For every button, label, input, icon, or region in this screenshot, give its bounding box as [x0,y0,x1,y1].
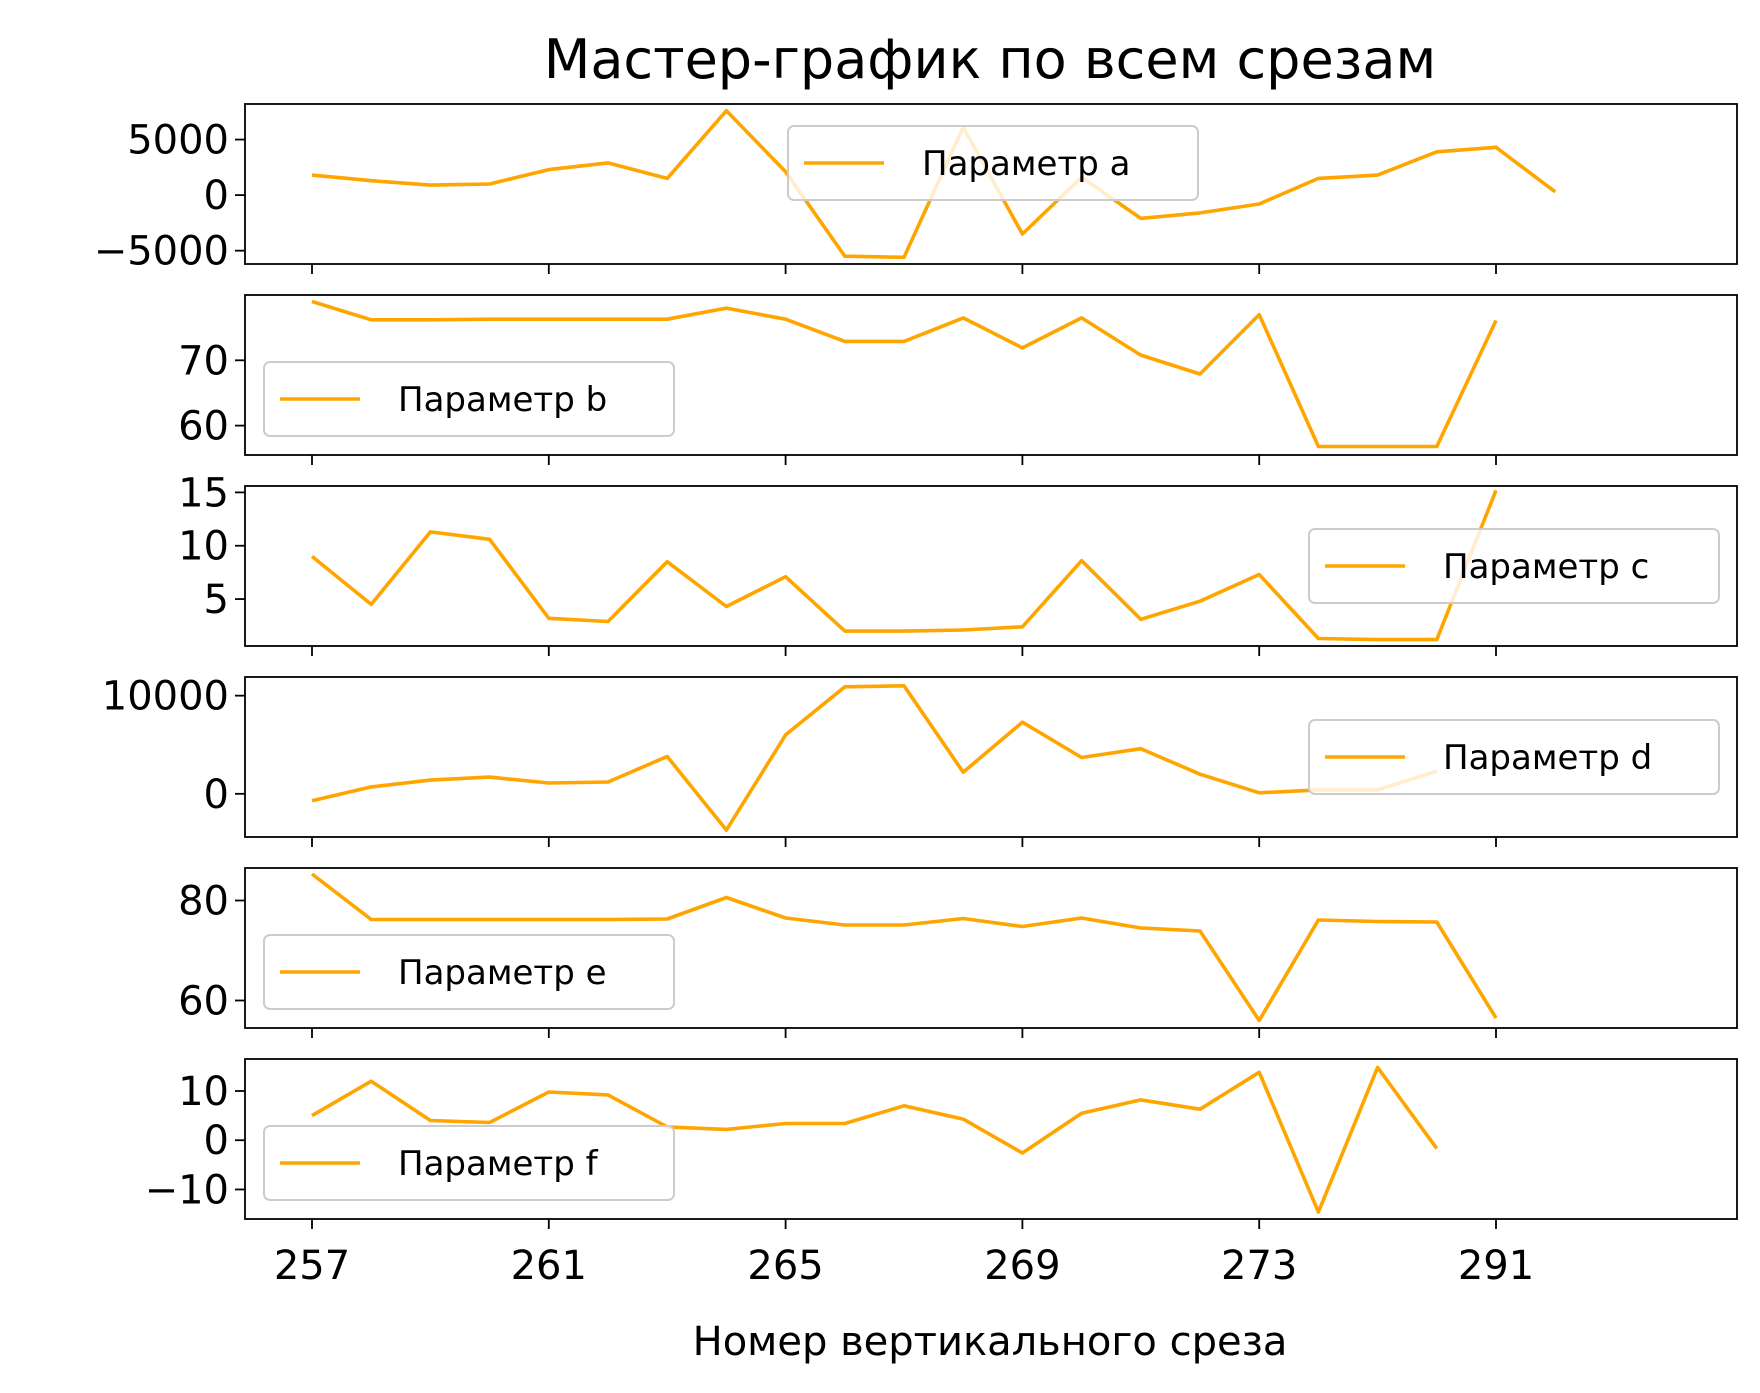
legend: Параметр f [263,1125,675,1201]
x-tick-label: 273 [1221,1243,1297,1289]
panel-2: 60 70 Параметр b [178,294,1738,465]
x-tick-label: 269 [984,1243,1060,1289]
legend-label: Параметр d [1443,738,1652,778]
panel-4: 0 10000 Параметр d [102,674,1738,847]
y-tick-label: 5 [204,577,229,623]
y-tick-label: 15 [178,470,229,516]
y-tick-label: 70 [178,338,229,384]
legend-box [263,361,675,437]
legend-box [1308,528,1720,604]
series-line [311,299,1498,449]
legend-box [787,125,1199,201]
axes-frame [244,103,1738,265]
chart-title: Мастер-график по всем срезам [544,28,1436,91]
y-tick-label: 60 [178,404,229,450]
x-tick-label: 257 [274,1243,350,1289]
series-line [311,683,1438,832]
legend-label: Параметр c [1443,547,1649,587]
y-tick-label: −5000 [94,229,229,275]
series-line [310,489,1498,642]
y-tick-label: 0 [204,173,229,219]
series-line [311,1065,1439,1214]
x-tick-label: 291 [1458,1243,1534,1289]
x-axis: 257 261 265 269 273 291 [274,1243,1534,1289]
legend-label: Параметр e [398,953,607,993]
legend: Параметр e [263,934,675,1010]
axes-frame [244,867,1738,1029]
panel-3: 5 10 15 Параметр c [178,470,1738,656]
panel-5: 60 80 Параметр e [178,867,1738,1038]
series-line [310,872,1498,1023]
axes-frame [244,485,1738,647]
legend: Параметр d [1308,719,1720,795]
axes-frame [244,294,1738,456]
y-tick-label: 80 [178,879,229,925]
legend: Параметр a [787,125,1199,201]
x-axis-label: Номер вертикального среза [693,1319,1288,1365]
legend: Параметр b [263,361,675,437]
x-tick-label: 261 [511,1243,587,1289]
axes-frame [244,1058,1738,1220]
legend-label: Параметр b [398,380,607,420]
legend: Параметр c [1308,528,1720,604]
y-tick-label: 0 [204,772,229,818]
y-tick-label: 0 [204,1118,229,1164]
legend-box [1308,719,1720,795]
y-tick-label: 10 [178,524,229,570]
legend-box [263,1125,675,1201]
y-tick-label: 5000 [127,118,229,164]
panel-1: −5000 0 5000 Параметр a [94,103,1738,275]
y-tick-label: 60 [178,979,229,1025]
legend-label: Параметр f [398,1144,599,1184]
x-tick-label: 265 [747,1243,823,1289]
y-tick-label: −10 [145,1167,229,1213]
y-tick-label: 10000 [102,674,229,720]
legend-box [263,934,675,1010]
legend-label: Параметр a [922,144,1130,184]
panels-layer: −5000 0 5000 Параметр a 60 70 Параметр b 5 10 15 П… [94,103,1738,1229]
axes-frame [244,676,1738,838]
y-tick-label: 10 [178,1069,229,1115]
